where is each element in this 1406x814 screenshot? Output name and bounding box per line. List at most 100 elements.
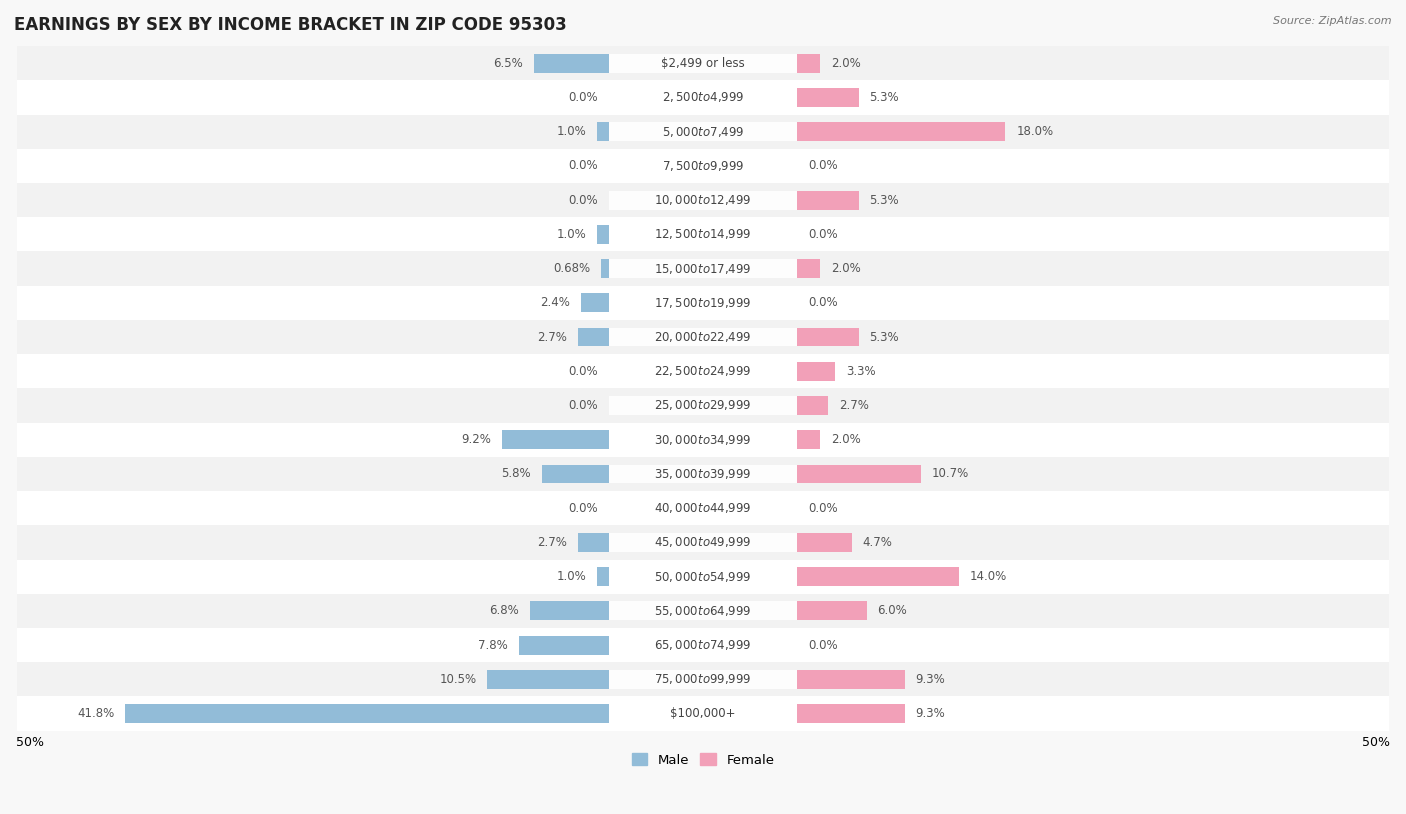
Bar: [3, 525, 1403, 559]
Bar: [609, 704, 797, 723]
Text: 2.4%: 2.4%: [540, 296, 571, 309]
Text: $55,000 to $64,999: $55,000 to $64,999: [654, 604, 752, 618]
Bar: [797, 465, 921, 484]
Bar: [609, 636, 797, 654]
Bar: [578, 327, 609, 347]
Bar: [3, 663, 1403, 697]
Bar: [3, 81, 1403, 115]
Bar: [3, 354, 1403, 388]
Bar: [534, 54, 609, 72]
Text: $40,000 to $44,999: $40,000 to $44,999: [654, 501, 752, 515]
Text: 7.8%: 7.8%: [478, 639, 508, 651]
Text: $65,000 to $74,999: $65,000 to $74,999: [654, 638, 752, 652]
Text: 0.0%: 0.0%: [568, 399, 598, 412]
Text: $7,500 to $9,999: $7,500 to $9,999: [662, 159, 744, 173]
Bar: [797, 190, 859, 209]
Bar: [609, 54, 797, 72]
Text: 0.0%: 0.0%: [808, 228, 838, 241]
Text: 0.0%: 0.0%: [808, 639, 838, 651]
Bar: [598, 122, 609, 141]
Bar: [609, 396, 797, 415]
Bar: [3, 697, 1403, 731]
Text: 2.0%: 2.0%: [831, 433, 860, 446]
Bar: [3, 115, 1403, 149]
Text: 9.3%: 9.3%: [915, 673, 945, 686]
Bar: [797, 327, 859, 347]
Bar: [609, 499, 797, 518]
Bar: [541, 465, 609, 484]
Text: 1.0%: 1.0%: [557, 125, 586, 138]
Bar: [609, 567, 797, 586]
Bar: [3, 252, 1403, 286]
Bar: [797, 396, 828, 415]
Text: 6.0%: 6.0%: [877, 604, 907, 617]
Bar: [609, 602, 797, 620]
Bar: [3, 286, 1403, 320]
Bar: [797, 704, 905, 723]
Bar: [3, 388, 1403, 422]
Bar: [502, 431, 609, 449]
Bar: [600, 259, 609, 278]
Text: $5,000 to $7,499: $5,000 to $7,499: [662, 125, 744, 138]
Bar: [3, 457, 1403, 491]
Bar: [797, 670, 905, 689]
Bar: [598, 225, 609, 243]
Text: 0.0%: 0.0%: [808, 160, 838, 173]
Bar: [488, 670, 609, 689]
Bar: [609, 122, 797, 141]
Text: 14.0%: 14.0%: [970, 570, 1007, 583]
Bar: [797, 88, 859, 107]
Bar: [797, 362, 835, 381]
Text: $12,500 to $14,999: $12,500 to $14,999: [654, 227, 752, 241]
Text: $2,499 or less: $2,499 or less: [661, 57, 745, 70]
Bar: [609, 190, 797, 209]
Bar: [530, 602, 609, 620]
Text: 1.0%: 1.0%: [557, 570, 586, 583]
Text: 4.7%: 4.7%: [862, 536, 893, 549]
Text: $35,000 to $39,999: $35,000 to $39,999: [654, 467, 752, 481]
Text: $75,000 to $99,999: $75,000 to $99,999: [654, 672, 752, 686]
Bar: [3, 183, 1403, 217]
Text: 10.7%: 10.7%: [932, 467, 969, 480]
Text: $15,000 to $17,499: $15,000 to $17,499: [654, 261, 752, 276]
Bar: [609, 327, 797, 347]
Bar: [609, 431, 797, 449]
Bar: [609, 533, 797, 552]
Text: $22,500 to $24,999: $22,500 to $24,999: [654, 364, 752, 379]
Text: 0.0%: 0.0%: [568, 91, 598, 104]
Bar: [3, 559, 1403, 593]
Text: 9.2%: 9.2%: [461, 433, 492, 446]
Text: 0.68%: 0.68%: [553, 262, 591, 275]
Bar: [797, 602, 866, 620]
Text: 6.5%: 6.5%: [494, 57, 523, 70]
Bar: [797, 431, 820, 449]
Text: 0.0%: 0.0%: [568, 194, 598, 207]
Bar: [3, 628, 1403, 663]
Text: 3.3%: 3.3%: [846, 365, 876, 378]
Text: 5.3%: 5.3%: [869, 330, 898, 344]
Text: Source: ZipAtlas.com: Source: ZipAtlas.com: [1274, 16, 1392, 26]
Text: 0.0%: 0.0%: [808, 501, 838, 514]
Bar: [519, 636, 609, 654]
Bar: [3, 593, 1403, 628]
Bar: [609, 259, 797, 278]
Bar: [3, 491, 1403, 525]
Text: $100,000+: $100,000+: [671, 707, 735, 720]
Text: 2.0%: 2.0%: [831, 57, 860, 70]
Text: 6.8%: 6.8%: [489, 604, 519, 617]
Text: $50,000 to $54,999: $50,000 to $54,999: [654, 570, 752, 584]
Text: $30,000 to $34,999: $30,000 to $34,999: [654, 433, 752, 447]
Text: $17,500 to $19,999: $17,500 to $19,999: [654, 295, 752, 310]
Bar: [3, 217, 1403, 252]
Bar: [797, 54, 820, 72]
Text: 0.0%: 0.0%: [568, 365, 598, 378]
Text: 9.3%: 9.3%: [915, 707, 945, 720]
Bar: [609, 362, 797, 381]
Bar: [609, 465, 797, 484]
Text: 2.7%: 2.7%: [537, 536, 567, 549]
Bar: [578, 533, 609, 552]
Bar: [581, 293, 609, 313]
Text: 2.7%: 2.7%: [537, 330, 567, 344]
Text: 5.3%: 5.3%: [869, 194, 898, 207]
Text: 0.0%: 0.0%: [808, 296, 838, 309]
